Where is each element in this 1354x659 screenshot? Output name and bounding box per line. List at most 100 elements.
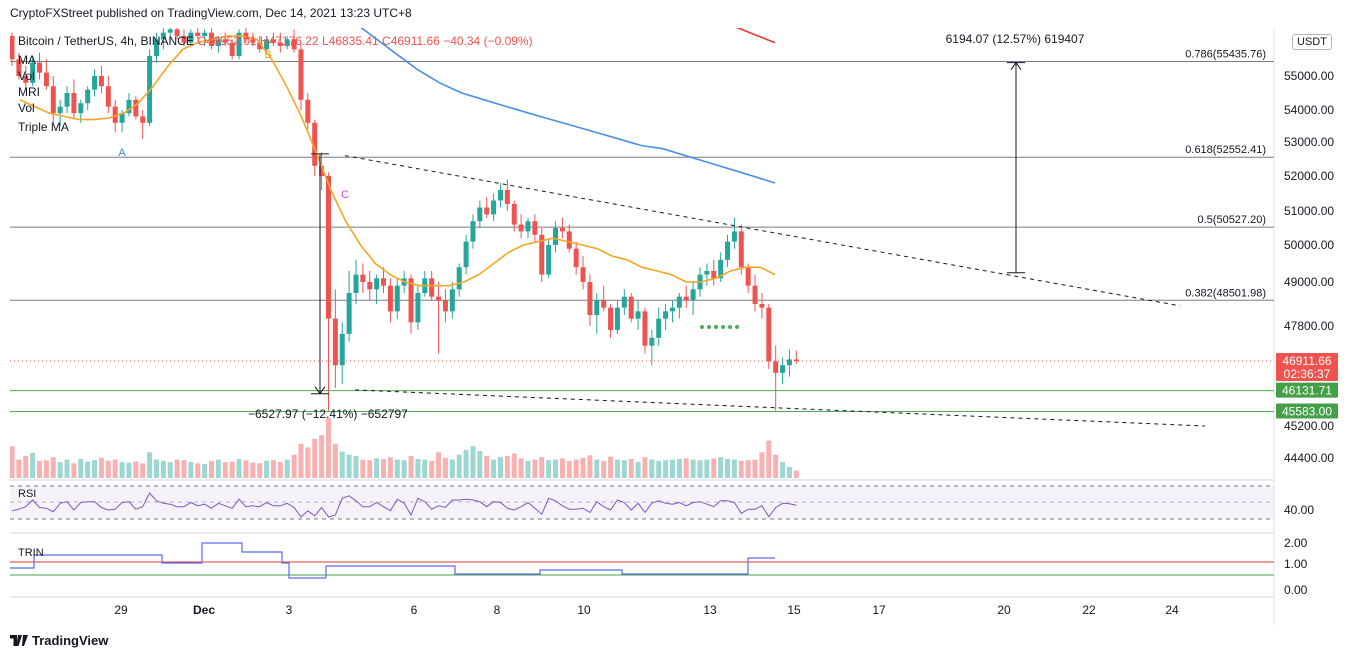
volume-bar	[614, 459, 620, 478]
volume-bar	[415, 459, 421, 478]
candle-body	[188, 32, 194, 43]
volume-bar	[277, 462, 283, 478]
candle-body	[264, 39, 270, 50]
volume-bar	[532, 459, 538, 478]
legend-mri[interactable]: MRI	[18, 85, 40, 99]
candle-body	[160, 32, 166, 40]
candle-body	[381, 278, 387, 286]
volume-bar	[23, 455, 29, 478]
candle-body	[786, 359, 792, 366]
volume-bar	[497, 457, 503, 478]
support-label-2: 45583.00	[1282, 404, 1332, 418]
candle-body	[429, 278, 435, 297]
volume-bar	[367, 460, 373, 478]
candle-body	[360, 274, 366, 282]
candle-body	[105, 86, 111, 107]
x-tick-label: 13	[703, 603, 717, 617]
volume-bar	[360, 459, 366, 478]
candle-body	[649, 337, 655, 346]
support-label-2-bg	[1276, 403, 1338, 419]
trin-tick: 2.00	[1284, 536, 1308, 550]
candle-body	[174, 29, 180, 36]
x-tick-label: 24	[1165, 603, 1179, 617]
x-tick-label: Dec	[193, 603, 215, 617]
volume-bar	[92, 460, 98, 478]
candle-body	[436, 296, 442, 301]
volume-bar	[174, 459, 180, 478]
y-tick-label: 51000.00	[1284, 204, 1334, 218]
candle-body	[23, 76, 29, 83]
volume-bar	[78, 459, 84, 478]
candle-body	[64, 93, 70, 107]
volume-bar	[215, 459, 221, 478]
y-tick-label: 55000.00	[1284, 69, 1334, 83]
candle-body	[690, 289, 696, 301]
volume-bar	[429, 460, 435, 478]
x-tick-label: 8	[494, 603, 501, 617]
candle-body	[215, 39, 221, 46]
volume-bar	[10, 446, 15, 478]
legend-vol-2[interactable]: Vol	[18, 101, 35, 115]
volume-bar	[752, 459, 758, 478]
volume-bar	[236, 459, 242, 478]
candle-body	[126, 99, 132, 114]
volume-bar	[635, 462, 641, 478]
candle-body	[504, 190, 510, 204]
candle-body	[92, 76, 98, 90]
candle-body	[766, 307, 772, 362]
volume-bar	[704, 459, 710, 478]
trin-line	[10, 542, 775, 579]
volume-bar	[112, 459, 118, 478]
candle-body	[594, 300, 600, 315]
volume-bar	[85, 461, 91, 478]
volume-bar	[401, 460, 407, 478]
volume-bar	[408, 455, 414, 478]
candle-body	[642, 311, 648, 346]
volume-bar	[394, 459, 400, 478]
volume-bar	[463, 449, 469, 478]
candle-body	[442, 300, 448, 312]
rsi-label: RSI	[18, 488, 36, 500]
symbol-name[interactable]: Bitcoin / TetherUS, 4h, BINANCE	[18, 34, 194, 48]
y-tick-label: 49000.00	[1284, 275, 1334, 289]
volume-bar	[243, 460, 249, 478]
currency-selector[interactable]: USDT	[1292, 34, 1332, 50]
volume-bar	[628, 459, 634, 478]
volume-bar	[594, 459, 600, 478]
volume-bar	[656, 460, 662, 478]
candle-body	[463, 241, 469, 268]
legend-ma[interactable]: MA	[18, 53, 36, 67]
volume-bar	[209, 460, 215, 478]
volume-bar	[766, 440, 772, 478]
candle-body	[30, 62, 36, 83]
candle-body	[367, 282, 373, 290]
volume-bar	[222, 462, 228, 478]
candle-body	[580, 267, 586, 282]
volume-bar	[30, 452, 36, 478]
lower-trendline	[354, 389, 1206, 427]
candle-body	[257, 42, 263, 50]
branding-text: TradingView	[32, 633, 109, 648]
pattern-label-a: A	[118, 147, 126, 159]
volume-bar	[325, 418, 331, 478]
candle-body	[277, 42, 283, 46]
volume-bar	[319, 435, 325, 478]
legend-vol[interactable]: Vol	[18, 69, 35, 83]
candle-body	[676, 296, 682, 308]
volume-bar	[71, 463, 77, 478]
volume-bar	[284, 459, 290, 478]
candle-body	[133, 99, 139, 117]
candle-body	[539, 234, 545, 275]
signal-dot	[700, 325, 704, 329]
candle-body	[635, 311, 641, 319]
legend-triple-ma[interactable]: Triple MA	[18, 120, 69, 134]
candle-body	[793, 359, 799, 361]
volume-bar	[133, 461, 139, 478]
volume-bar	[491, 459, 497, 478]
pattern-label-b: B	[264, 49, 271, 61]
candle-body	[738, 231, 744, 268]
volume-bar	[683, 458, 689, 478]
volume-bar	[642, 457, 648, 478]
y-tick-label: 53000.00	[1284, 135, 1334, 149]
